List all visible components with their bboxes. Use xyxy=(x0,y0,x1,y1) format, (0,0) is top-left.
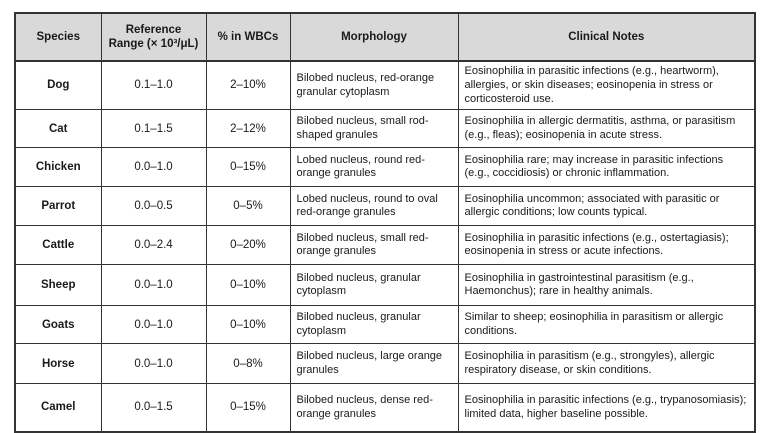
species-cell: Cat xyxy=(14,109,102,149)
range-cell: 0.0–1.0 xyxy=(100,264,207,307)
pct-cell: 0–15% xyxy=(205,383,291,433)
col-header-reference-range: Reference Range (× 10³/μL) xyxy=(100,12,207,62)
clinical-notes-cell: Similar to sheep; eosinophilia in parasi… xyxy=(457,305,756,345)
col-header-species: Species xyxy=(14,12,102,62)
range-cell: 0.1–1.5 xyxy=(100,109,207,149)
pct-cell: 2–10% xyxy=(205,60,291,111)
table-body: Dog 0.1–1.0 2–10% Bilobed nucleus, red-o… xyxy=(14,60,756,433)
pct-cell: 0–20% xyxy=(205,225,291,266)
table-row-sheep: Sheep 0.0–1.0 0–10% Bilobed nucleus, gra… xyxy=(14,264,756,307)
table-row-camel: Camel 0.0–1.5 0–15% Bilobed nucleus, den… xyxy=(14,383,756,433)
species-cell: Dog xyxy=(14,60,102,111)
species-cell: Goats xyxy=(14,305,102,345)
pct-cell: 0–5% xyxy=(205,186,291,227)
morphology-cell: Bilobed nucleus, red-orange granular cyt… xyxy=(289,60,459,111)
species-cell: Sheep xyxy=(14,264,102,307)
range-cell: 0.0–0.5 xyxy=(100,186,207,227)
table-row-cattle: Cattle 0.0–2.4 0–20% Bilobed nucleus, sm… xyxy=(14,225,756,266)
col-header-pct-wbcs: % in WBCs xyxy=(205,12,291,62)
morphology-cell: Bilobed nucleus, dense red-orange granul… xyxy=(289,383,459,433)
clinical-notes-cell: Eosinophilia in parasitic infections (e.… xyxy=(457,225,756,266)
pct-cell: 0–10% xyxy=(205,305,291,345)
species-cell: Chicken xyxy=(14,147,102,188)
clinical-notes-cell: Eosinophilia uncommon; associated with p… xyxy=(457,186,756,227)
range-cell: 0.0–1.0 xyxy=(100,147,207,188)
species-cell: Horse xyxy=(14,343,102,385)
morphology-cell: Lobed nucleus, round red-orange granules xyxy=(289,147,459,188)
morphology-cell: Bilobed nucleus, large orange granules xyxy=(289,343,459,385)
range-cell: 0.0–1.0 xyxy=(100,343,207,385)
morphology-cell: Bilobed nucleus, small red-orange granul… xyxy=(289,225,459,266)
morphology-cell: Bilobed nucleus, small rod-shaped granul… xyxy=(289,109,459,149)
clinical-notes-cell: Eosinophilia in allergic dermatitis, ast… xyxy=(457,109,756,149)
clinical-notes-cell: Eosinophilia in parasitic infections (e.… xyxy=(457,60,756,111)
col-header-clinical-notes: Clinical Notes xyxy=(457,12,756,62)
col-header-morphology: Morphology xyxy=(289,12,459,62)
range-cell: 0.0–2.4 xyxy=(100,225,207,266)
pct-cell: 0–15% xyxy=(205,147,291,188)
species-cell: Cattle xyxy=(14,225,102,266)
range-cell: 0.0–1.0 xyxy=(100,305,207,345)
table-header: Species Reference Range (× 10³/μL) % in … xyxy=(14,12,756,62)
table-row-horse: Horse 0.0–1.0 0–8% Bilobed nucleus, larg… xyxy=(14,343,756,385)
clinical-notes-cell: Eosinophilia rare; may increase in paras… xyxy=(457,147,756,188)
table-row-goats: Goats 0.0–1.0 0–10% Bilobed nucleus, gra… xyxy=(14,305,756,345)
species-eosinophil-table: Species Reference Range (× 10³/μL) % in … xyxy=(14,12,756,433)
species-cell: Parrot xyxy=(14,186,102,227)
species-eosinophil-table-container: Species Reference Range (× 10³/μL) % in … xyxy=(14,12,756,433)
table-row-dog: Dog 0.1–1.0 2–10% Bilobed nucleus, red-o… xyxy=(14,60,756,111)
morphology-cell: Bilobed nucleus, granular cytoplasm xyxy=(289,305,459,345)
table-row-cat: Cat 0.1–1.5 2–12% Bilobed nucleus, small… xyxy=(14,109,756,149)
table-row-parrot: Parrot 0.0–0.5 0–5% Lobed nucleus, round… xyxy=(14,186,756,227)
species-cell: Camel xyxy=(14,383,102,433)
table-row-chicken: Chicken 0.0–1.0 0–15% Lobed nucleus, rou… xyxy=(14,147,756,188)
range-cell: 0.1–1.0 xyxy=(100,60,207,111)
header-row: Species Reference Range (× 10³/μL) % in … xyxy=(14,12,756,62)
morphology-cell: Lobed nucleus, round to oval red-orange … xyxy=(289,186,459,227)
clinical-notes-cell: Eosinophilia in gastrointestinal parasit… xyxy=(457,264,756,307)
range-cell: 0.0–1.5 xyxy=(100,383,207,433)
morphology-cell: Bilobed nucleus, granular cytoplasm xyxy=(289,264,459,307)
clinical-notes-cell: Eosinophilia in parasitism (e.g., strong… xyxy=(457,343,756,385)
clinical-notes-cell: Eosinophilia in parasitic infections (e.… xyxy=(457,383,756,433)
pct-cell: 0–10% xyxy=(205,264,291,307)
pct-cell: 0–8% xyxy=(205,343,291,385)
pct-cell: 2–12% xyxy=(205,109,291,149)
